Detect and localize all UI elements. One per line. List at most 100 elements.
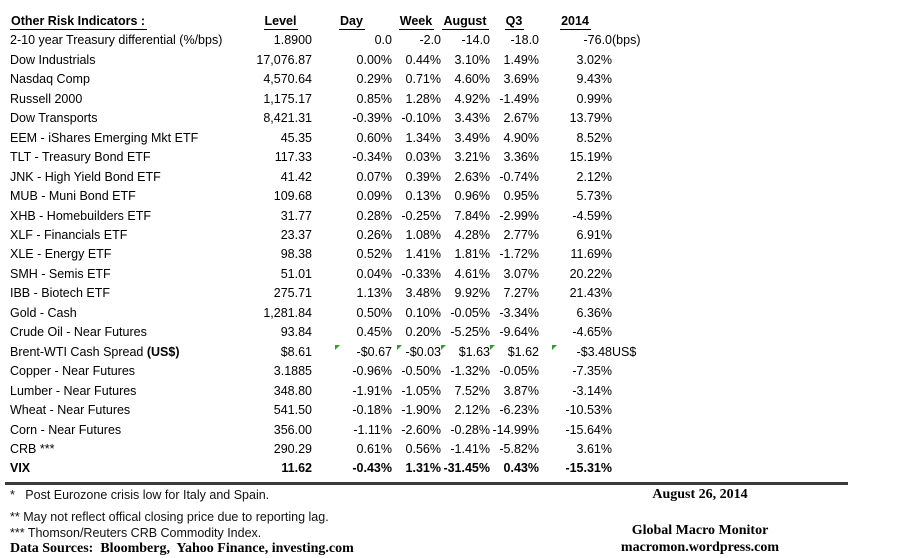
cell-level: 93.84: [280, 325, 312, 340]
row-suffix: [612, 148, 672, 167]
cell-week: -0.25%: [401, 208, 441, 223]
cell-q3: 1.49%: [503, 52, 539, 67]
row-suffix: [612, 421, 672, 440]
cell-q3: -6.23%: [499, 403, 539, 418]
row-suffix: [612, 323, 672, 342]
risk-indicators-table: Other Risk Indicators : Level Day Week A…: [10, 12, 672, 479]
cell-day: -1.91%: [352, 383, 392, 398]
row-suffix: [612, 129, 672, 148]
cell-august: 4.92%: [454, 91, 490, 106]
row-label: Brent-WTI Cash Spread (US$): [10, 344, 180, 359]
cell-august: 4.60%: [454, 72, 490, 87]
comment-marker-icon: [397, 344, 402, 350]
column-header-week: Week: [398, 14, 435, 30]
row-suffix: [612, 382, 672, 401]
cell-q3: 2.67%: [503, 111, 539, 126]
cell-level: 4,570.64: [263, 72, 312, 87]
cell-august: 3.21%: [454, 150, 490, 165]
table-row: 2-10 year Treasury differential (%/bps) 1…: [10, 31, 672, 50]
cell-2014: 5.73%: [576, 189, 612, 204]
cell-level: 541.50: [273, 403, 312, 418]
cell-q3: 3.87%: [503, 383, 539, 398]
row-suffix: [612, 90, 672, 109]
cell-day: 0.85%: [356, 91, 392, 106]
cell-level: 109.68: [273, 189, 312, 204]
row-label: XHB - Homebuilders ETF: [10, 208, 152, 223]
column-header-suffix: [612, 12, 672, 31]
table-row: EEM - iShares Emerging Mkt ETF 45.35 0.60%…: [10, 129, 672, 148]
report-date: August 26, 2014: [652, 487, 748, 502]
row-suffix: [612, 187, 672, 206]
cell-week: 0.13%: [405, 189, 441, 204]
cell-august: 7.52%: [454, 383, 490, 398]
cell-2014: -15.31%: [565, 461, 612, 476]
cell-q3: -3.34%: [499, 305, 539, 320]
cell-level: 41.42: [280, 169, 312, 184]
table-row: CRB *** 290.29 0.61% 0.56% -1.41% -5.82% 3.61%: [10, 440, 672, 459]
cell-2014: -4.59%: [572, 208, 612, 223]
cell-day: 0.45%: [356, 325, 392, 340]
table-row: IBB - Biotech ETF 275.71 1.13% 3.48% 9.92% 7.…: [10, 284, 672, 303]
cell-level: 23.37: [280, 227, 312, 242]
cell-day: -0.96%: [352, 364, 392, 379]
row-label: Nasdaq Comp: [10, 72, 90, 87]
cell-august: 3.49%: [454, 130, 490, 145]
cell-august: 3.10%: [454, 52, 490, 67]
footnote-1: * Post Eurozone crisis low for Italy and…: [10, 488, 270, 502]
table-row: VIX 11.62 -0.43% 1.31% -31.45% 0.43% -15.31%: [10, 459, 672, 478]
cell-2014: 0.99%: [576, 91, 612, 106]
row-suffix: [612, 459, 672, 478]
cell-august: $1.63: [441, 343, 490, 362]
table-row: SMH - Semis ETF 51.01 0.04% -0.33% 4.61% 3.07…: [10, 265, 672, 284]
table-row: TLT - Treasury Bond ETF 117.33 -0.34% 0.03%…: [10, 148, 672, 167]
cell-august: -1.41%: [450, 441, 490, 456]
cell-week: 0.03%: [405, 150, 441, 165]
table-row: Lumber - Near Futures 348.80 -1.91% -1.05% 7…: [10, 382, 672, 401]
cell-week: -0.33%: [401, 266, 441, 281]
cell-week: 0.20%: [405, 325, 441, 340]
table-row: Gold - Cash 1,281.84 0.50% 0.10% -0.05% -3.34…: [10, 304, 672, 323]
comment-marker-icon: [441, 344, 446, 350]
cell-level: 51.01: [280, 266, 312, 281]
cell-day: 0.09%: [356, 189, 392, 204]
row-suffix: [612, 70, 672, 89]
header-row: Other Risk Indicators : Level Day Week A…: [10, 12, 672, 31]
cell-week: -2.60%: [401, 422, 441, 437]
row-suffix: [612, 109, 672, 128]
cell-day: 0.61%: [356, 441, 392, 456]
row-suffix: US$: [612, 344, 637, 359]
row-label: Lumber - Near Futures: [10, 383, 137, 398]
cell-2014: -4.65%: [572, 325, 612, 340]
cell-level: 275.71: [273, 286, 312, 301]
data-sources-line: Data Sources: Bloomberg, Yahoo Finance, …: [10, 541, 354, 556]
footnote-2: ** May not reflect offical closing price…: [10, 510, 329, 524]
row-label: Dow Transports: [10, 111, 98, 126]
cell-week: 0.56%: [405, 441, 441, 456]
table-title: Other Risk Indicators :: [10, 14, 148, 30]
cell-week: 0.10%: [405, 305, 441, 320]
row-label: 2-10 year Treasury differential (%/bps): [10, 33, 223, 48]
comment-marker-icon: [490, 344, 495, 350]
cell-q3: -5.82%: [499, 441, 539, 456]
table-body: 2-10 year Treasury differential (%/bps) 1…: [10, 31, 672, 478]
cell-2014: -76.0: [583, 33, 613, 48]
cell-q3: -2.99%: [499, 208, 539, 223]
row-label: SMH - Semis ETF: [10, 266, 111, 281]
row-suffix: [612, 51, 672, 70]
brand-name: Global Macro Monitor: [631, 523, 769, 538]
cell-q3: 0.43%: [503, 461, 539, 476]
column-header-august: August: [442, 14, 489, 30]
cell-2014: 6.36%: [576, 305, 612, 320]
footnote-3: *** Thomson/Reuters CRB Commodity Index.: [10, 526, 262, 540]
cell-q3: 4.90%: [503, 130, 539, 145]
cell-august: -0.05%: [450, 305, 490, 320]
cell-day: 0.04%: [356, 266, 392, 281]
cell-day: -0.43%: [352, 461, 392, 476]
cell-level: 31.77: [280, 208, 312, 223]
cell-week: 1.31%: [405, 461, 441, 476]
cell-week: 0.44%: [405, 52, 441, 67]
table-row: Russell 2000 1,175.17 0.85% 1.28% 4.92% -1.49…: [10, 90, 672, 109]
cell-august: 0.96%: [454, 189, 490, 204]
cell-week: -$0.03: [392, 343, 441, 362]
cell-2014: 20.22%: [569, 266, 612, 281]
